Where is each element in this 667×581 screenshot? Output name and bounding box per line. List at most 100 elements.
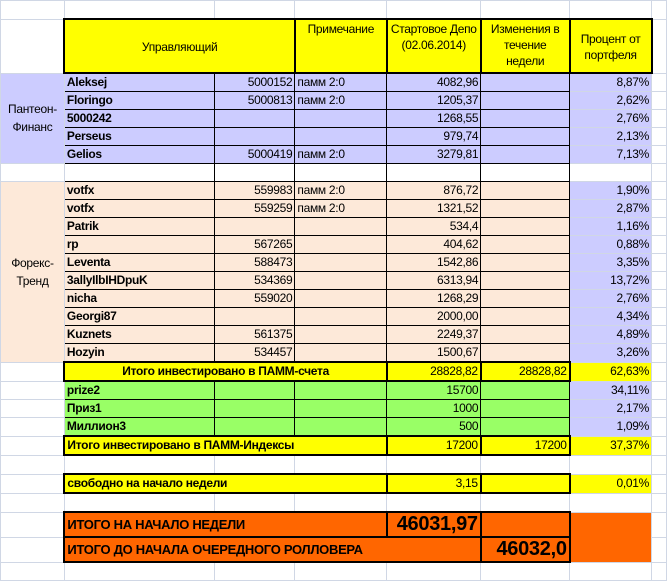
- total-label[interactable]: Итого инвестировано в ПАММ-Индексы: [63, 435, 388, 456]
- cell[interactable]: [480, 399, 571, 418]
- account-id[interactable]: 534457: [213, 343, 296, 363]
- note-cell[interactable]: памм 2:0: [294, 72, 388, 92]
- change-cell[interactable]: [480, 289, 571, 308]
- manager-name[interactable]: Patrik: [63, 217, 215, 236]
- note-cell[interactable]: [294, 127, 388, 146]
- index-name[interactable]: Миллион3: [63, 417, 215, 437]
- index-start[interactable]: 15700: [386, 380, 482, 400]
- group-label[interactable]: Форекс-Тренд: [0, 181, 65, 363]
- total-start[interactable]: 17200: [385, 435, 482, 456]
- account-id[interactable]: 5000152: [213, 72, 296, 92]
- start-depo-cell[interactable]: 534,4: [386, 217, 482, 236]
- header-percent[interactable]: Процент от портфеля: [568, 18, 653, 74]
- cell[interactable]: [294, 380, 388, 400]
- group-label[interactable]: Пантеон-Финанс: [0, 72, 65, 164]
- account-id[interactable]: 5000813: [213, 91, 296, 110]
- manager-name[interactable]: Floringo: [63, 91, 215, 110]
- index-percent[interactable]: 2,17%: [569, 399, 652, 418]
- account-id[interactable]: 559020: [213, 289, 296, 308]
- header-start-depo[interactable]: Стартовое Депо (02.06.2014): [385, 18, 482, 74]
- change-cell[interactable]: [480, 253, 571, 272]
- change-cell[interactable]: [480, 109, 571, 128]
- cell[interactable]: [480, 380, 571, 400]
- cell[interactable]: [386, 163, 482, 182]
- percent-cell[interactable]: 3,26%: [569, 343, 652, 363]
- percent-cell[interactable]: 3,35%: [569, 253, 652, 272]
- start-depo-cell[interactable]: 1321,52: [386, 199, 482, 218]
- note-cell[interactable]: памм 2:0: [294, 91, 388, 110]
- percent-cell[interactable]: 1,16%: [569, 217, 652, 236]
- cell[interactable]: [294, 163, 388, 182]
- manager-name[interactable]: 5000242: [63, 109, 215, 128]
- header-changes[interactable]: Изменения в течение недели: [479, 18, 571, 74]
- percent-cell[interactable]: 1,90%: [569, 181, 652, 200]
- percent-cell[interactable]: 2,76%: [569, 109, 652, 128]
- change-cell[interactable]: [480, 127, 571, 146]
- cell[interactable]: [480, 163, 571, 182]
- account-id[interactable]: 559983: [213, 181, 296, 200]
- note-cell[interactable]: [294, 325, 388, 344]
- start-depo-cell[interactable]: 4082,96: [386, 72, 482, 92]
- note-cell[interactable]: памм 2:0: [294, 199, 388, 218]
- start-depo-cell[interactable]: 1205,37: [386, 91, 482, 110]
- change-cell[interactable]: [480, 145, 571, 164]
- free-percent[interactable]: 0,01%: [569, 473, 652, 494]
- index-percent[interactable]: 34,11%: [569, 380, 652, 400]
- manager-name[interactable]: Perseus: [63, 127, 215, 146]
- change-cell[interactable]: [480, 91, 571, 110]
- free-label[interactable]: свободно на начало недели: [63, 473, 388, 494]
- index-name[interactable]: prize2: [63, 380, 215, 400]
- account-id[interactable]: [213, 307, 296, 326]
- change-cell[interactable]: [480, 217, 571, 236]
- percent-cell[interactable]: 2,76%: [569, 289, 652, 308]
- note-cell[interactable]: памм 2:0: [294, 181, 388, 200]
- manager-name[interactable]: votfx: [63, 181, 215, 200]
- start-depo-cell[interactable]: 404,62: [386, 235, 482, 254]
- week-total-label[interactable]: ИТОГО НА НАЧАЛО НЕДЕЛИ: [63, 511, 388, 538]
- cell[interactable]: [479, 511, 571, 538]
- account-id[interactable]: [213, 127, 296, 146]
- percent-cell[interactable]: 8,87%: [569, 72, 652, 92]
- cell[interactable]: [213, 380, 296, 400]
- cell[interactable]: [63, 163, 215, 182]
- account-id[interactable]: [213, 109, 296, 128]
- index-start[interactable]: 500: [386, 417, 482, 437]
- start-depo-cell[interactable]: 2000,00: [386, 307, 482, 326]
- manager-name[interactable]: Leventa: [63, 253, 215, 272]
- percent-cell[interactable]: 4,34%: [569, 307, 652, 326]
- percent-cell[interactable]: 0,88%: [569, 235, 652, 254]
- percent-cell[interactable]: 13,72%: [569, 271, 652, 290]
- start-depo-cell[interactable]: 1500,67: [386, 343, 482, 363]
- manager-name[interactable]: rp: [63, 235, 215, 254]
- cell[interactable]: [294, 417, 388, 437]
- cell[interactable]: [213, 163, 296, 182]
- rollover-total-value[interactable]: 46032,0: [479, 536, 571, 563]
- change-cell[interactable]: [480, 181, 571, 200]
- manager-name[interactable]: 3allyIlbIHDpuK: [63, 271, 215, 290]
- manager-name[interactable]: Georgi87: [63, 307, 215, 326]
- change-cell[interactable]: [480, 325, 571, 344]
- percent-cell[interactable]: 2,62%: [569, 91, 652, 110]
- note-cell[interactable]: памм 2:0: [294, 145, 388, 164]
- note-cell[interactable]: [294, 109, 388, 128]
- account-id[interactable]: 567265: [213, 235, 296, 254]
- account-id[interactable]: 588473: [213, 253, 296, 272]
- percent-cell[interactable]: 2,13%: [569, 127, 652, 146]
- total-label[interactable]: Итого инвестировано в ПАММ-счета: [63, 361, 388, 382]
- cell[interactable]: [294, 399, 388, 418]
- cell[interactable]: [213, 417, 296, 437]
- cell[interactable]: [479, 473, 571, 494]
- note-cell[interactable]: [294, 271, 388, 290]
- total-percent[interactable]: 37,37%: [569, 435, 652, 456]
- manager-name[interactable]: votfx: [63, 199, 215, 218]
- change-cell[interactable]: [480, 235, 571, 254]
- start-depo-cell[interactable]: 1542,86: [386, 253, 482, 272]
- manager-name[interactable]: Gelios: [63, 145, 215, 164]
- note-cell[interactable]: [294, 217, 388, 236]
- cell[interactable]: [480, 417, 571, 437]
- note-cell[interactable]: [294, 289, 388, 308]
- index-name[interactable]: Приз1: [63, 399, 215, 418]
- percent-cell[interactable]: 4,89%: [569, 325, 652, 344]
- account-id[interactable]: 559259: [213, 199, 296, 218]
- free-start[interactable]: 3,15: [385, 473, 482, 494]
